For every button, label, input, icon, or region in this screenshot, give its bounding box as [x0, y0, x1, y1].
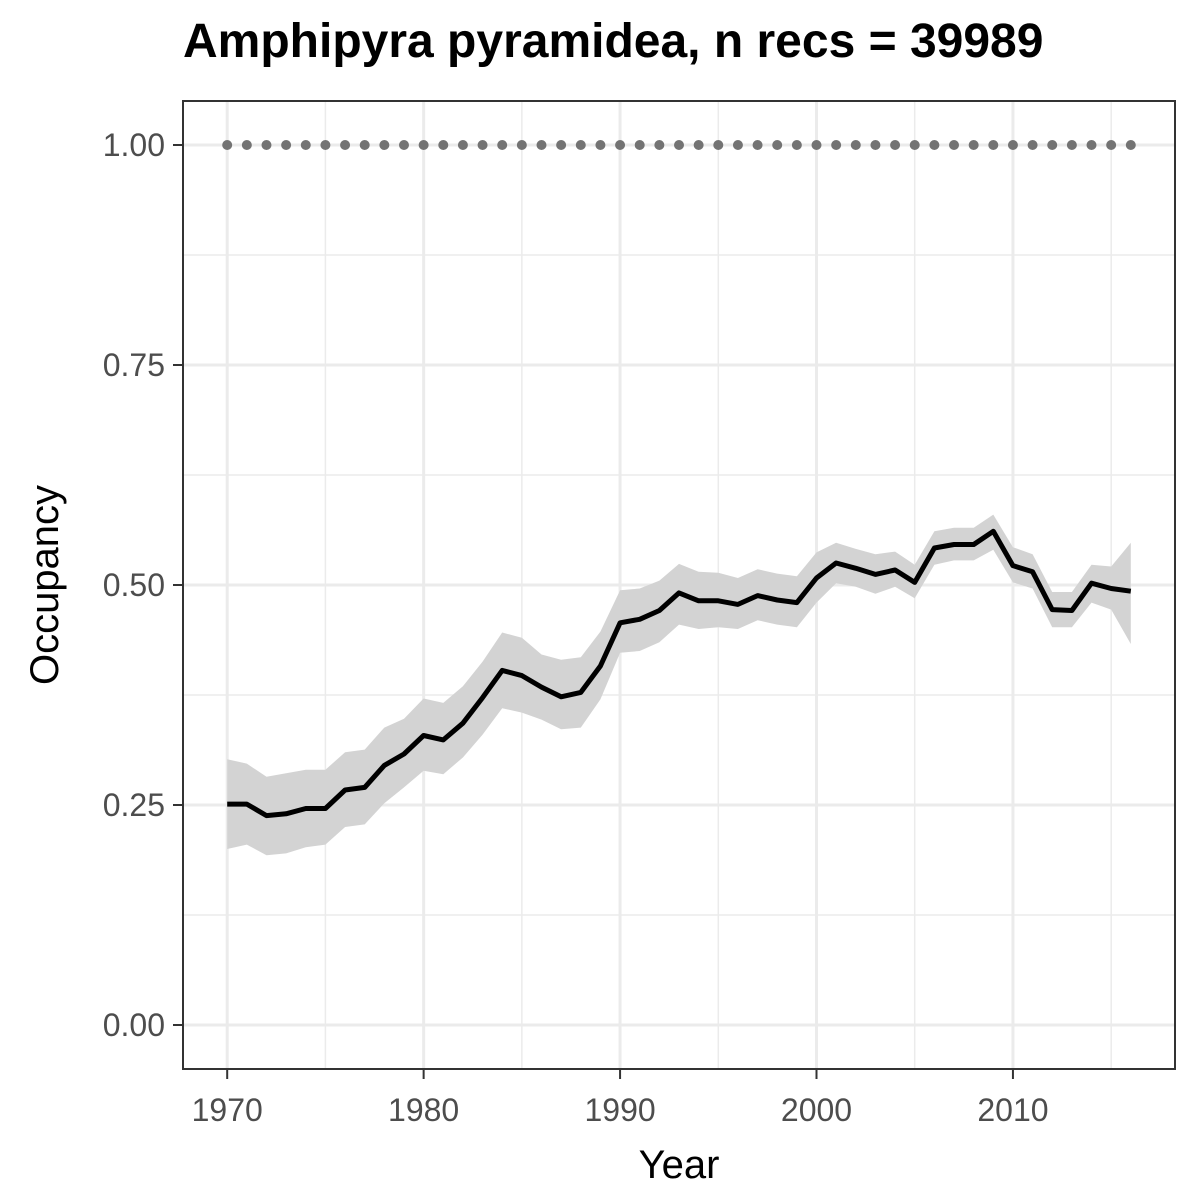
y-tick-label: 0.25 [103, 787, 165, 823]
dot-point [949, 140, 960, 150]
dot-point [1106, 140, 1117, 150]
dot-point [359, 140, 370, 150]
dot-point [909, 140, 920, 150]
dot-point [477, 140, 488, 150]
dot-point [1125, 140, 1136, 150]
dot-point [241, 140, 252, 150]
dot-point [1027, 140, 1038, 150]
dot-point [300, 140, 311, 150]
dot-point [791, 140, 802, 150]
x-axis: 1970 1980 1990 2000 2010 [192, 1069, 1049, 1128]
dot-point [752, 140, 763, 150]
dot-point [536, 140, 547, 150]
dot-point [693, 140, 704, 150]
dot-point [870, 140, 881, 150]
x-tick-label: 1990 [584, 1092, 655, 1128]
x-tick-label: 1980 [388, 1092, 459, 1128]
dot-point [398, 140, 409, 150]
confidence-ribbon [227, 514, 1131, 856]
dot-point [516, 140, 527, 150]
dot-point [418, 140, 429, 150]
x-tick-label: 2010 [977, 1092, 1048, 1128]
dot-point [595, 140, 606, 150]
y-axis-title: Occupancy [23, 485, 67, 685]
dot-point [772, 140, 783, 150]
dot-point [1007, 140, 1018, 150]
dot-point [1066, 140, 1077, 150]
dot-point [261, 140, 272, 150]
dot-point [457, 140, 468, 150]
dot-point [831, 140, 842, 150]
y-tick-label: 0.00 [103, 1007, 165, 1043]
dotted-series [222, 140, 1136, 150]
dot-point [438, 140, 449, 150]
dot-point [340, 140, 351, 150]
dot-point [222, 140, 233, 150]
dot-point [654, 140, 665, 150]
dot-point [968, 140, 979, 150]
dot-point [1047, 140, 1058, 150]
dot-point [811, 140, 822, 150]
dot-point [890, 140, 901, 150]
dot-point [575, 140, 586, 150]
x-tick-label: 1970 [192, 1092, 263, 1128]
occupancy-line [227, 528, 1132, 819]
x-tick-label: 2000 [781, 1092, 852, 1128]
y-tick-label: 0.75 [103, 347, 165, 383]
dot-point [379, 140, 390, 150]
dot-point [988, 140, 999, 150]
dot-point [713, 140, 724, 150]
dot-point [674, 140, 684, 150]
chart-title: Amphipyra pyramidea, n recs = 39989 [183, 15, 1044, 68]
y-tick-label: 0.50 [103, 567, 165, 603]
dot-point [556, 140, 567, 150]
y-tick-label: 1.00 [103, 127, 165, 163]
dot-point [281, 140, 292, 150]
x-axis-title: Year [639, 1143, 720, 1187]
dot-point [615, 140, 626, 150]
dot-point [929, 140, 940, 150]
dot-point [850, 140, 861, 150]
dot-point [497, 140, 508, 150]
dot-point [634, 140, 645, 150]
dot-point [320, 140, 331, 150]
dot-point [732, 140, 743, 150]
dot-point [1086, 140, 1097, 150]
y-axis: 0.00 0.25 0.50 0.75 1.00 [103, 127, 183, 1043]
